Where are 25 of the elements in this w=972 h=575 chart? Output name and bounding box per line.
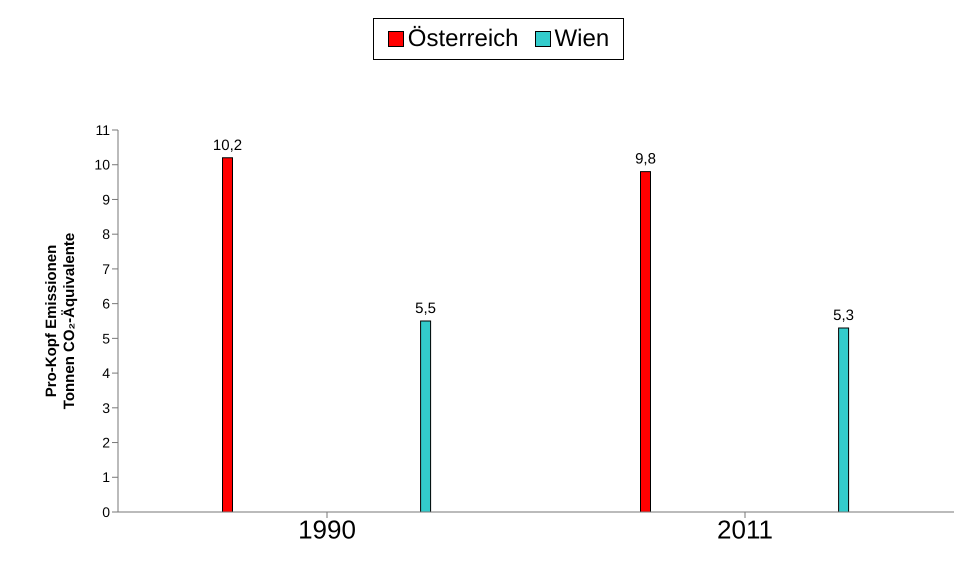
y-tick-label: 0 [102,504,110,520]
y-axis-title: Pro-Kopf Emissionen Tonnen CO₂-Äquivalente [43,232,78,410]
bar [222,157,233,512]
y-tick-label: 11 [95,122,110,138]
y-tick-label: 6 [102,296,110,312]
y-tick-label: 2 [102,434,110,451]
y-tick-label: 3 [102,400,110,416]
bar [420,320,432,512]
y-tick-label: 1 [102,469,110,486]
legend-label: Wien [554,25,610,53]
y-tick-label: 8 [102,226,110,242]
x-tick-label: 2011 [717,514,773,544]
x-tick-label: 1990 [298,514,356,544]
bar [640,171,651,512]
legend-label: Österreich [406,25,518,53]
y-tick-label: 4 [102,365,110,382]
data-label: 10,2 [212,136,242,154]
y-tick-label: 7 [102,260,110,277]
y-tick-label: 9 [102,191,110,208]
bar [838,327,850,512]
data-label: 5,3 [833,306,854,324]
data-label: 9,8 [635,150,656,168]
y-tick-label: 5 [102,330,110,346]
data-label: 5,5 [415,300,436,317]
y-tick-label: 10 [94,156,110,173]
